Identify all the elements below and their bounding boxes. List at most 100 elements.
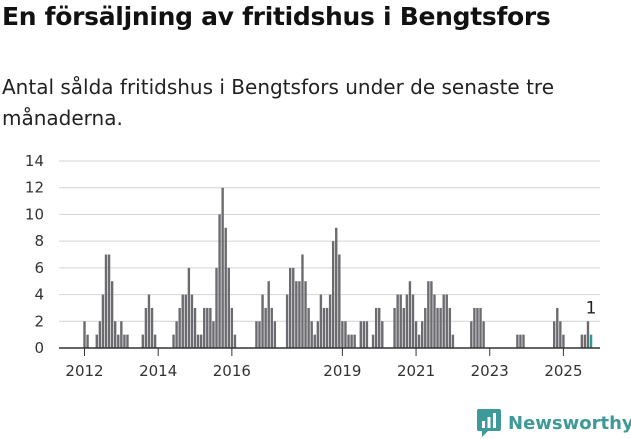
newsworthy-logo-icon (477, 409, 501, 437)
bar (439, 307, 442, 348)
bar (519, 334, 522, 348)
bar (331, 241, 335, 348)
y-tick-label: 10 (25, 205, 44, 223)
y-tick-label: 12 (25, 179, 44, 197)
x-tick-label: 2019 (323, 362, 361, 380)
bar (359, 321, 362, 348)
bar (264, 307, 267, 348)
bar (184, 294, 188, 348)
bar (181, 294, 184, 348)
bar (448, 307, 452, 348)
bar (556, 307, 559, 348)
bar (110, 281, 114, 348)
bar (522, 334, 525, 348)
bar (559, 321, 562, 348)
bar (295, 281, 298, 348)
chart-subtitle: Antal sålda fritidshus i Bengtsfors unde… (2, 75, 555, 130)
bar (175, 321, 178, 348)
bar (421, 321, 424, 348)
bar (187, 267, 191, 348)
bar (190, 294, 194, 348)
bar (104, 254, 108, 348)
bar (86, 334, 89, 348)
x-tick-label: 2021 (397, 362, 435, 380)
y-tick-label: 8 (34, 232, 44, 250)
bar (218, 214, 221, 348)
bar (178, 307, 181, 348)
bar (427, 281, 430, 348)
y-tick-label: 2 (34, 312, 44, 330)
bar (316, 321, 320, 348)
bar (362, 321, 366, 348)
bar (310, 321, 313, 348)
bar (553, 321, 556, 348)
bar (405, 294, 409, 348)
bar (371, 334, 375, 348)
bar (147, 294, 151, 348)
bar (270, 307, 273, 348)
brand-name: Newsworthy (508, 412, 631, 434)
bar (322, 307, 326, 348)
bar (206, 307, 209, 348)
bar (399, 294, 402, 348)
bar (285, 294, 289, 348)
bar (150, 307, 154, 348)
bar (304, 281, 307, 348)
bar (424, 307, 427, 348)
bar (193, 307, 197, 348)
x-tick-label: 2025 (544, 362, 582, 380)
bar (153, 334, 157, 348)
bar (393, 307, 396, 348)
bar (430, 281, 433, 348)
bar (338, 254, 341, 348)
bar (365, 321, 369, 348)
bar (451, 334, 455, 348)
bar (196, 334, 200, 348)
last-value-label: 1 (586, 299, 597, 319)
bar (335, 227, 338, 348)
y-tick-label: 6 (34, 259, 44, 277)
bar (292, 267, 295, 348)
bar (230, 307, 234, 348)
x-tick-label: 2014 (139, 362, 177, 380)
x-tick-label: 2016 (213, 362, 251, 380)
bar (120, 321, 123, 348)
bar (470, 321, 473, 348)
bar (350, 334, 353, 348)
bar (307, 307, 310, 348)
bar (344, 321, 347, 348)
bar (203, 307, 206, 348)
bar (172, 334, 175, 348)
x-tick-label: 2023 (471, 362, 509, 380)
bar (313, 334, 316, 348)
bar (258, 321, 261, 348)
bar (436, 307, 439, 348)
bar (209, 307, 212, 348)
bar (141, 334, 145, 348)
y-tick-label: 14 (25, 152, 44, 170)
bar (255, 321, 258, 348)
chart-title: En försäljning av fritidshus i Bengtsfor… (2, 2, 551, 31)
bar (95, 334, 98, 348)
bar (583, 334, 587, 348)
bar (417, 334, 421, 348)
bar (233, 334, 237, 348)
bar (83, 321, 86, 348)
bar (516, 334, 519, 348)
bar (199, 334, 203, 348)
bar (562, 334, 565, 348)
bar (473, 307, 476, 348)
bar (381, 321, 384, 348)
bar (227, 267, 230, 348)
bar (347, 334, 350, 348)
bar (215, 267, 218, 348)
y-tick-label: 4 (34, 286, 44, 304)
bar (374, 307, 378, 348)
bar (411, 294, 415, 348)
x-tick-label: 2012 (65, 362, 103, 380)
bar (442, 294, 445, 348)
bar (117, 334, 120, 348)
bar (589, 334, 593, 348)
bar (378, 307, 381, 348)
